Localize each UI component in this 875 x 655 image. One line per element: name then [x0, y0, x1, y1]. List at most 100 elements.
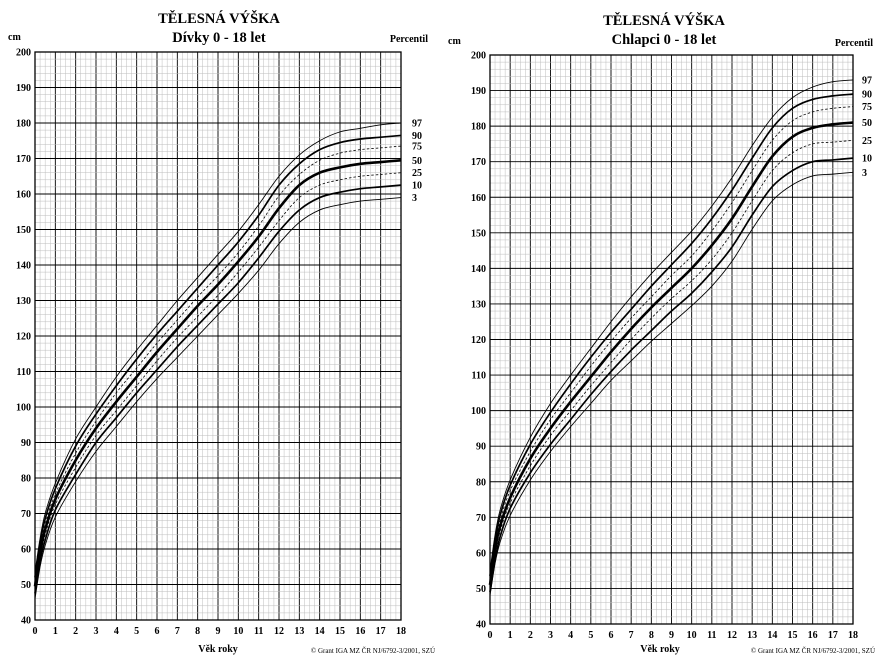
- y-tick-label: 60: [21, 545, 31, 556]
- x-tick-label: 4: [114, 626, 119, 637]
- x-tick-label: 12: [727, 630, 737, 641]
- y-tick-label: 140: [16, 261, 31, 272]
- copyright-credit: © Grant IGA MZ ČR NJ/6792-3/2001, SZÚ: [751, 647, 875, 655]
- y-tick-label: 40: [21, 616, 31, 627]
- percentile-label-p25: 25: [862, 136, 872, 147]
- percentile-curve-p90: [489, 93, 854, 577]
- percentile-label-p90: 90: [862, 90, 872, 101]
- x-tick-label: 14: [767, 630, 777, 641]
- percentile-curve-p25: [34, 172, 402, 590]
- percentile-curve-p10: [489, 157, 854, 593]
- x-tick-label: 1: [53, 626, 58, 637]
- legend-title: Percentil: [390, 34, 428, 45]
- y-tick-label: 100: [16, 403, 31, 414]
- y-tick-label: 70: [476, 513, 486, 524]
- y-tick-label: 110: [17, 367, 31, 378]
- x-tick-label: 17: [828, 630, 838, 641]
- x-tick-label: 7: [175, 626, 180, 637]
- x-tick-label: 14: [315, 626, 325, 637]
- y-tick-label: 190: [471, 86, 486, 97]
- chart-title: TĚLESNÁ VÝŠKA: [603, 12, 725, 29]
- y-tick-label: 150: [16, 225, 31, 236]
- percentile-label-p50: 50: [862, 118, 872, 129]
- plot-frame: [489, 54, 854, 625]
- y-tick-label: 90: [21, 438, 31, 449]
- y-tick-label: 120: [471, 335, 486, 346]
- y-tick-label: 160: [16, 190, 31, 201]
- y-tick-label: 190: [16, 83, 31, 94]
- percentile-curve-p10: [34, 184, 402, 594]
- x-tick-label: 17: [376, 626, 386, 637]
- x-tick-label: 2: [73, 626, 78, 637]
- percentile-label-p10: 10: [412, 181, 422, 192]
- legend-title: Percentil: [835, 38, 873, 49]
- x-tick-label: 4: [568, 630, 573, 641]
- percentile-curve-p50: [33, 158, 402, 587]
- chart-subtitle: Chlapci 0 - 18 let: [612, 32, 717, 48]
- y-tick-label: 110: [472, 371, 486, 382]
- axis-ticks: 0 1 2 3 4 5 6 7 8 9 10 11 12 13 14 15 16 17 18405060708090…: [471, 51, 858, 642]
- grid: [489, 54, 854, 625]
- x-tick-label: 9: [669, 630, 674, 641]
- x-tick-label: 2: [528, 630, 533, 641]
- y-axis-unit-label: cm: [448, 36, 461, 47]
- percentile-label-p25: 25: [412, 168, 422, 179]
- y-axis-unit-label: cm: [8, 32, 21, 43]
- y-tick-label: 180: [471, 122, 486, 133]
- x-tick-label: 11: [254, 626, 263, 637]
- y-tick-label: 170: [471, 157, 486, 168]
- percentile-label-p10: 10: [862, 154, 872, 165]
- grid: [34, 51, 402, 621]
- x-tick-label: 8: [649, 630, 654, 641]
- percentile-label-p50: 50: [412, 156, 422, 167]
- percentile-label-p3: 3: [412, 193, 417, 204]
- percentile-curves: [488, 79, 854, 596]
- y-tick-label: 70: [21, 509, 31, 520]
- plot-frame: [34, 51, 402, 621]
- x-tick-label: 3: [548, 630, 553, 641]
- x-tick-label: 8: [195, 626, 200, 637]
- y-tick-label: 90: [476, 442, 486, 453]
- x-tick-label: 16: [355, 626, 365, 637]
- height-chart-boys: TĚLESNÁ VÝŠKA Chlapci 0 - 18 let cm Perc…: [448, 12, 875, 655]
- x-axis-label: Věk roky: [640, 644, 680, 655]
- y-tick-label: 60: [476, 548, 486, 559]
- percentile-label-p75: 75: [412, 142, 422, 153]
- x-tick-label: 0: [488, 630, 493, 641]
- chart-panel-boys: TĚLESNÁ VÝŠKA Chlapci 0 - 18 let cm Perc…: [438, 0, 875, 655]
- x-tick-label: 1: [508, 630, 513, 641]
- x-tick-label: 0: [33, 626, 38, 637]
- x-tick-label: 3: [94, 626, 99, 637]
- x-tick-label: 10: [687, 630, 697, 641]
- y-tick-label: 40: [476, 620, 486, 631]
- y-tick-label: 160: [471, 193, 486, 204]
- y-tick-label: 80: [476, 477, 486, 488]
- copyright-credit: © Grant IGA MZ ČR NJ/6792-3/2001, SZÚ: [311, 647, 435, 655]
- percentile-curve-p3: [489, 171, 854, 596]
- y-tick-label: 180: [16, 119, 31, 130]
- x-tick-label: 15: [788, 630, 798, 641]
- y-tick-label: 200: [471, 51, 486, 62]
- chart-title: TĚLESNÁ VÝŠKA: [158, 10, 280, 27]
- x-tick-label: 10: [233, 626, 243, 637]
- axis-ticks: 0 1 2 3 4 5 6 7 8 9 10 11 12 13 14 15 16 17 18405060708090…: [16, 48, 406, 638]
- x-tick-label: 18: [396, 626, 406, 637]
- y-tick-label: 120: [16, 332, 31, 343]
- percentile-label-p97: 97: [412, 119, 422, 130]
- percentile-curve-p75: [489, 106, 854, 580]
- percentile-curve-p3: [34, 197, 402, 599]
- x-tick-label: 6: [155, 626, 160, 637]
- x-tick-label: 13: [747, 630, 757, 641]
- x-tick-label: 12: [274, 626, 284, 637]
- percentile-label-p3: 3: [862, 168, 867, 179]
- y-tick-label: 50: [476, 584, 486, 595]
- y-tick-label: 170: [16, 154, 31, 165]
- y-tick-label: 200: [16, 48, 31, 59]
- percentile-label-p90: 90: [412, 131, 422, 142]
- percentile-curve-p50: [488, 121, 854, 586]
- y-tick-label: 50: [21, 580, 31, 591]
- x-axis-label: Věk roky: [198, 644, 238, 655]
- percentile-label-p75: 75: [862, 102, 872, 113]
- x-tick-label: 16: [808, 630, 818, 641]
